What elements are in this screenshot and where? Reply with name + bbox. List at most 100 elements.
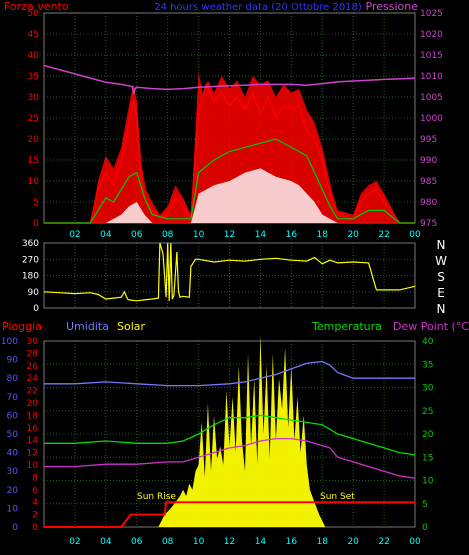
rain-tick-label: 14 [27,436,39,446]
x-tick-label: 12 [224,230,235,240]
rain-tick-label: 22 [27,387,38,397]
series-gust-area [44,71,415,223]
temperature-tick-label: 35 [422,360,433,370]
series-wind-line [44,82,415,224]
rain-tick-label: 12 [27,449,38,459]
humidity-tick-label: 100 [1,337,18,347]
compass-letter: S [437,270,445,284]
pressure-tick-label: 1010 [420,72,443,82]
temperature-tick-label: 10 [422,477,434,487]
series-temperature-line [44,414,416,456]
humidity-tick-label: 0 [12,523,18,533]
series-solar-area [44,334,415,527]
temperature-tick-label: 40 [422,337,434,347]
direction-tick-label: 270 [22,255,39,265]
series-wind-min-area [44,168,415,223]
solar-axis-title: Solar [117,320,146,333]
x-tick-label: 16 [286,230,298,240]
x-tick-label: 02 [69,537,80,547]
rain-axis-title: Pioggia [2,320,42,333]
x-tick-label: 18 [317,537,329,547]
pressure-tick-label: 1025 [420,9,443,19]
humidity-tick-label: 70 [7,393,19,403]
direction-tick-label: 360 [22,239,39,249]
rain-tick-label: 6 [32,486,38,496]
x-tick-label: 04 [100,537,112,547]
x-tick-label: 10 [193,537,205,547]
humidity-tick-label: 40 [7,449,19,459]
temperature-tick-label: 0 [422,523,428,533]
direction-tick-label: 180 [22,272,39,282]
series-rain-line [44,501,415,528]
pressure-tick-label: 1005 [420,93,443,103]
direction-tick-label: 0 [33,304,39,314]
x-tick-label: 20 [347,230,359,240]
series-pressure-line [43,64,416,96]
wind-tick-label: 50 [28,9,40,19]
humidity-tick-label: 20 [7,486,19,496]
pressure-tick-label: 975 [420,219,437,229]
pressure-axis-title: Pressione [366,0,419,13]
rain-tick-label: 18 [27,411,39,421]
direction-tick-label: 90 [28,288,40,298]
humidity-tick-label: 80 [7,374,19,384]
sunrise-label: Sun Rise [137,492,176,502]
wind-tick-label: 25 [28,114,39,124]
series-wind-avg-line [44,138,415,224]
wind-tick-label: 40 [28,51,40,61]
wind-tick-label: 0 [33,219,39,229]
temperature-tick-label: 30 [422,384,434,394]
temperature-tick-label: 15 [422,453,433,463]
x-tick-label: 14 [255,537,267,547]
wind-tick-label: 20 [28,135,40,145]
compass-letter: W [435,254,447,268]
compass-letter: N [437,302,446,316]
rain-tick-label: 8 [32,473,38,483]
rain-tick-label: 4 [32,498,38,508]
panel-rain-humidity-temperature: 0510152025303540010203040506070809010002… [1,320,469,547]
x-tick-label: 08 [162,537,174,547]
temperature-tick-label: 25 [422,407,433,417]
chart-title: 24 hours weather data (20 Ottobre 2018) [154,2,362,13]
x-tick-label: 18 [317,230,329,240]
x-tick-label: 08 [162,230,174,240]
humidity-axis-title: Umidita [66,320,109,333]
humidity-tick-label: 30 [7,467,19,477]
x-tick-label: 06 [131,537,143,547]
x-tick-label: 22 [378,230,389,240]
humidity-tick-label: 10 [7,504,19,514]
wind-tick-label: 15 [28,156,39,166]
pressure-tick-label: 1015 [420,51,443,61]
wind-tick-label: 45 [28,30,39,40]
wind-tick-label: 10 [28,177,40,187]
x-tick-label: 22 [378,537,389,547]
pressure-tick-label: 985 [420,177,437,187]
x-tick-label: 16 [286,537,298,547]
x-tick-label: 06 [131,230,143,240]
pressure-tick-label: 990 [420,156,437,166]
humidity-tick-label: 60 [7,411,19,421]
temperature-tick-label: 20 [422,430,434,440]
pressure-tick-label: 995 [420,135,437,145]
x-tick-label: 04 [100,230,112,240]
rain-tick-label: 28 [27,349,39,359]
rain-tick-label: 0 [32,523,38,533]
rain-tick-label: 10 [27,461,39,471]
humidity-tick-label: 90 [7,356,19,366]
humidity-tick-label: 50 [7,430,19,440]
sunset-label: Sun Set [320,492,355,502]
rain-tick-label: 26 [27,362,39,372]
series-dew-point-line [44,437,416,479]
rain-tick-label: 16 [27,424,39,434]
x-tick-label: 14 [255,230,267,240]
rain-tick-label: 20 [27,399,39,409]
rain-tick-label: 2 [32,511,38,521]
wind-tick-label: 30 [28,93,40,103]
x-tick-label: 00 [409,537,421,547]
series-wind-direction-line [43,242,416,302]
panel-wind-direction-frame [43,242,416,309]
compass-letter: N [437,238,446,252]
wind-tick-label: 5 [33,198,39,208]
wind-tick-label: 35 [28,72,39,82]
